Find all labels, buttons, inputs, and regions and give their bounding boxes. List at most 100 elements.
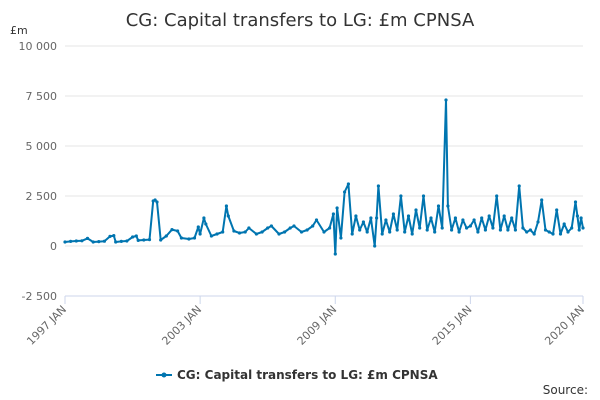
data-point bbox=[436, 204, 441, 208]
data-point bbox=[328, 226, 332, 230]
data-point bbox=[547, 230, 551, 234]
data-point bbox=[579, 216, 583, 220]
data-point bbox=[108, 234, 112, 238]
data-point bbox=[221, 230, 225, 234]
data-point bbox=[465, 226, 469, 230]
data-point bbox=[525, 230, 529, 234]
data-point bbox=[429, 216, 433, 220]
data-point bbox=[480, 216, 484, 220]
data-point bbox=[446, 204, 450, 208]
y-axis-tick-labels: -2 500 0 2 500 5 000 7 500 10 000 bbox=[19, 40, 58, 303]
data-point bbox=[536, 220, 540, 224]
data-point bbox=[346, 182, 350, 186]
data-point bbox=[283, 230, 287, 234]
data-point bbox=[136, 238, 140, 242]
data-point bbox=[406, 214, 411, 218]
data-point bbox=[558, 232, 563, 236]
x-tick-label: 2003 JAN bbox=[159, 303, 204, 348]
data-point bbox=[339, 236, 343, 240]
data-point bbox=[540, 198, 544, 202]
data-point bbox=[380, 232, 384, 236]
y-tick-label: 0 bbox=[50, 240, 57, 253]
data-point bbox=[502, 214, 506, 218]
x-tick-label: 2015 JAN bbox=[430, 303, 475, 348]
data-point bbox=[119, 239, 123, 243]
data-point bbox=[209, 234, 213, 238]
data-point bbox=[414, 208, 418, 212]
data-point bbox=[453, 216, 457, 220]
y-tick-label: 10 000 bbox=[19, 40, 58, 53]
data-point bbox=[361, 220, 365, 224]
data-point bbox=[354, 214, 358, 218]
data-point bbox=[299, 230, 304, 234]
data-point bbox=[517, 184, 521, 188]
data-point bbox=[202, 216, 206, 220]
data-point bbox=[440, 226, 444, 230]
data-point bbox=[551, 232, 555, 236]
source-label: Source: bbox=[543, 383, 588, 397]
data-point bbox=[91, 240, 95, 244]
data-point bbox=[376, 184, 380, 188]
data-point bbox=[388, 230, 392, 234]
data-point bbox=[155, 200, 159, 204]
data-point bbox=[410, 232, 414, 236]
data-point bbox=[483, 228, 487, 232]
data-point bbox=[375, 216, 379, 220]
data-point bbox=[170, 228, 174, 232]
data-point bbox=[350, 232, 354, 236]
data-point bbox=[433, 230, 437, 234]
data-point bbox=[532, 232, 536, 236]
data-point bbox=[418, 226, 422, 230]
data-point bbox=[528, 228, 533, 232]
data-point bbox=[147, 238, 152, 242]
x-tick-label: 2009 JAN bbox=[295, 303, 340, 348]
data-point bbox=[543, 228, 548, 232]
data-point bbox=[269, 224, 273, 228]
data-point bbox=[573, 200, 578, 204]
data-point bbox=[314, 218, 319, 222]
data-point bbox=[450, 228, 454, 232]
data-point bbox=[513, 228, 518, 232]
data-point bbox=[63, 240, 67, 244]
data-point bbox=[305, 228, 309, 232]
data-point bbox=[159, 238, 163, 242]
gridlines bbox=[65, 45, 583, 297]
data-point bbox=[577, 228, 581, 232]
series-group bbox=[63, 98, 585, 256]
data-point bbox=[403, 230, 407, 234]
data-point bbox=[575, 214, 580, 218]
data-point bbox=[125, 239, 129, 243]
data-point bbox=[476, 230, 480, 234]
y-tick-label: 2 500 bbox=[26, 190, 58, 203]
data-point bbox=[97, 240, 101, 244]
data-point bbox=[131, 235, 135, 239]
legend[interactable]: CG: Capital transfers to LG: £m CPNSA bbox=[156, 368, 438, 382]
data-point bbox=[179, 236, 183, 240]
data-point bbox=[521, 226, 525, 230]
data-point bbox=[472, 218, 476, 222]
data-point bbox=[391, 212, 395, 216]
data-point bbox=[247, 226, 251, 230]
data-point bbox=[288, 226, 292, 230]
data-point bbox=[134, 234, 138, 238]
y-tick-label: 7 500 bbox=[26, 90, 58, 103]
y-tick-label: 5 000 bbox=[26, 140, 58, 153]
legend-marker-icon bbox=[161, 372, 167, 378]
data-point bbox=[506, 228, 510, 232]
data-point bbox=[85, 236, 90, 240]
data-point bbox=[176, 229, 180, 233]
data-point bbox=[74, 239, 78, 243]
data-point bbox=[112, 234, 116, 238]
data-point bbox=[333, 252, 337, 256]
data-point bbox=[358, 228, 362, 232]
data-point bbox=[421, 194, 426, 198]
y-tick-label: -2 500 bbox=[22, 290, 57, 303]
legend-series-label[interactable]: CG: Capital transfers to LG: £m CPNSA bbox=[177, 368, 438, 382]
data-point bbox=[292, 224, 296, 228]
data-point bbox=[457, 230, 461, 234]
data-point bbox=[510, 216, 514, 220]
chart-title: CG: Capital transfers to LG: £m CPNSA bbox=[126, 10, 475, 31]
data-point bbox=[335, 206, 339, 210]
data-point bbox=[461, 218, 465, 222]
data-point bbox=[570, 226, 574, 230]
